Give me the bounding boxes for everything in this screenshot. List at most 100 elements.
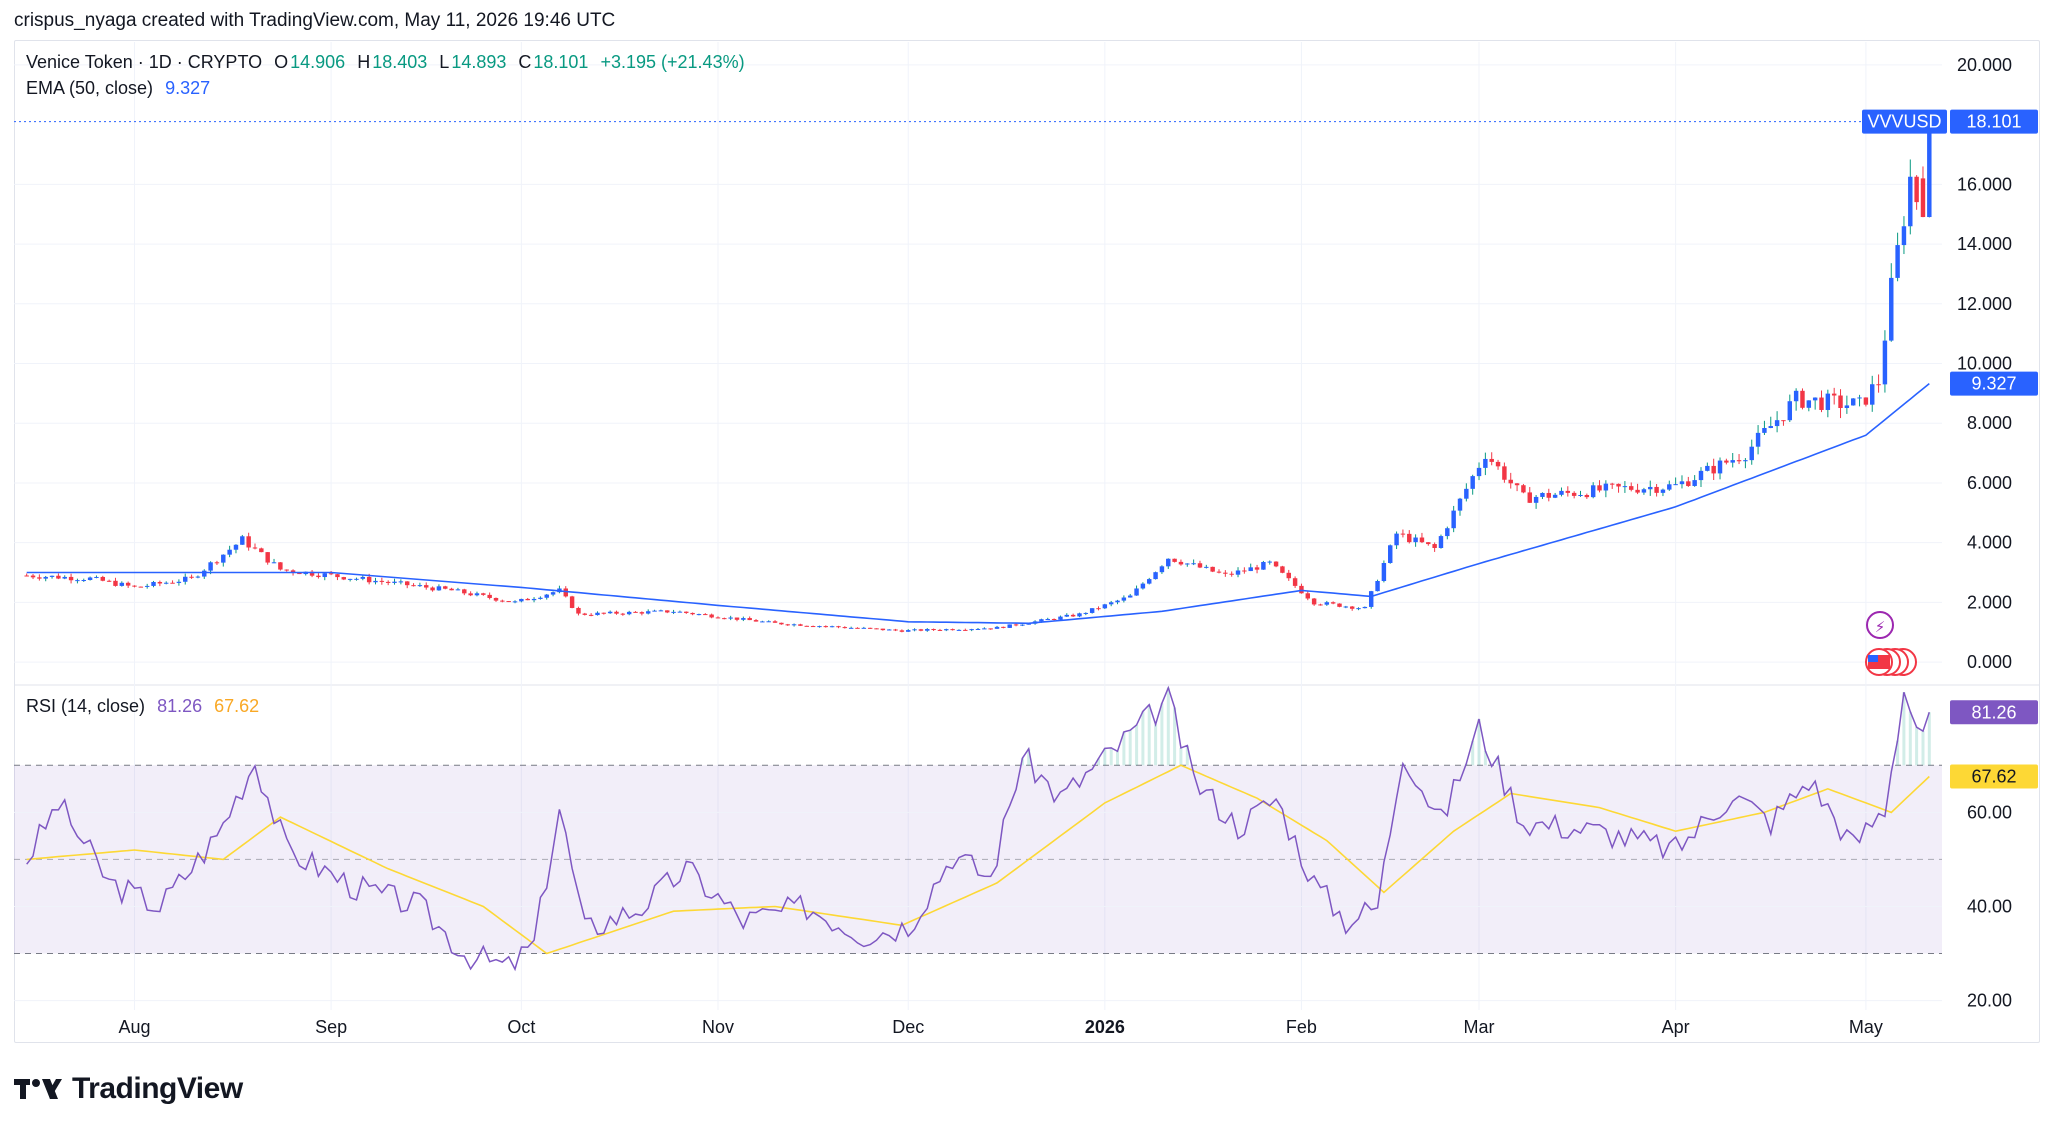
candle-down (214, 562, 220, 564)
candle-up (1147, 579, 1152, 584)
price-axis-tick-label: 2.000 (1967, 592, 2012, 612)
candle-up (1774, 420, 1780, 427)
candle-up (347, 578, 353, 580)
candle-up (1812, 397, 1818, 401)
candle-down (918, 629, 924, 631)
candle-up (652, 610, 657, 612)
candle-up (417, 585, 423, 587)
x-axis-tick-label: Sep (315, 1017, 347, 1037)
price-axis-tick-label: 20.000 (1957, 55, 2012, 75)
candle-down (106, 580, 112, 582)
candle-up (975, 628, 981, 630)
lightning-event-icon[interactable] (1866, 611, 1894, 639)
candle-up (1692, 480, 1697, 486)
rsi-legend: RSI (14, close) 81.26 67.62 (26, 696, 261, 717)
candle-down (468, 593, 473, 596)
candle-up (817, 626, 822, 628)
candle-down (753, 620, 759, 622)
candle-down (30, 575, 36, 578)
candle-down (709, 614, 714, 618)
candle-up (1166, 558, 1171, 567)
candle-down (1736, 460, 1742, 462)
candle-up (322, 573, 327, 578)
candle-up (550, 592, 556, 595)
candle-down (1330, 602, 1336, 604)
candle-down (1223, 572, 1228, 574)
candle-down (189, 576, 194, 578)
tradingview-logo-text: TradingView (72, 1072, 243, 1105)
candle-down (1838, 395, 1843, 409)
candle-down (335, 574, 340, 578)
price-axis-tick-label: 10.000 (1957, 354, 2012, 374)
candle-down (138, 586, 144, 588)
candle-up (1552, 494, 1558, 498)
candle-down (1654, 486, 1659, 493)
ema-50-line (26, 382, 1930, 625)
low-value: 14.893 (451, 52, 507, 72)
candle-down (804, 625, 809, 627)
candle-down (37, 577, 42, 579)
candle-up (1248, 567, 1253, 572)
rsi-label[interactable]: RSI (14, close) (26, 696, 146, 716)
candle-down (1920, 178, 1926, 218)
candle-up (848, 627, 854, 629)
candle-up (354, 578, 359, 580)
last-price-badge: 18.101 (1966, 112, 2021, 132)
close-value: 18.101 (533, 52, 589, 72)
candle-up (1089, 608, 1095, 613)
candle-down (588, 614, 594, 616)
candle-up (1121, 597, 1127, 601)
candle-up (151, 581, 156, 586)
candle-up (1578, 495, 1583, 497)
candle-down (1502, 466, 1507, 480)
tradingview-logo[interactable]: TradingView (14, 1072, 243, 1106)
candle-down (747, 618, 752, 621)
candle-down (1584, 495, 1590, 498)
candle-up (519, 598, 524, 602)
candle-up (49, 575, 55, 577)
candle-down (1489, 458, 1494, 462)
candle-up (392, 581, 397, 583)
candle-down (988, 628, 993, 630)
candle-down (1001, 626, 1006, 628)
candle-up (1381, 563, 1387, 582)
rsi-ma-badge: 67.62 (1971, 766, 2016, 786)
candle-up (1204, 566, 1209, 568)
rsi-axis-tick-label: 60.00 (1967, 802, 2012, 822)
candle-down (68, 576, 74, 581)
candle-down (772, 621, 778, 623)
x-axis-tick-label: Oct (507, 1017, 535, 1037)
candle-down (722, 618, 727, 620)
symbol-title[interactable]: Venice Token · 1D · CRYPTO (26, 52, 263, 72)
candle-up (607, 611, 613, 614)
ema-label[interactable]: EMA (50, close) (26, 78, 154, 98)
candle-down (1831, 393, 1837, 396)
candle-up (1927, 121, 1932, 218)
candle-down (690, 612, 695, 615)
candle-down (341, 577, 347, 580)
candle-up (969, 629, 974, 631)
candle-up (1895, 245, 1900, 278)
candle-up (956, 629, 962, 631)
candle-down (1400, 533, 1406, 535)
candle-up (1787, 401, 1793, 421)
candle-down (1609, 483, 1615, 485)
candle-up (119, 582, 125, 586)
candle-up (227, 549, 232, 555)
high-label: H (357, 52, 371, 72)
candle-down (1070, 614, 1076, 617)
candle-up (1559, 490, 1564, 495)
candle-up (982, 628, 987, 630)
candle-down (297, 572, 302, 575)
candle-down (1521, 485, 1526, 493)
candle-up (1102, 604, 1108, 609)
lightning-glyph-icon: ⚡ (1875, 619, 1886, 636)
candle-up (1667, 484, 1672, 490)
candle-up (1470, 476, 1475, 489)
candle-down (246, 536, 251, 548)
rsi-ma-value: 67.62 (214, 696, 260, 716)
candle-down (893, 629, 898, 631)
candle-up (1039, 619, 1044, 622)
candle-up (144, 585, 150, 587)
